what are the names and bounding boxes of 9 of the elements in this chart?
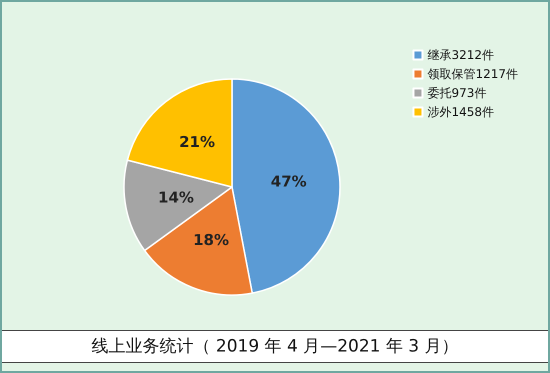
legend-label: 继承3212件 (427, 48, 494, 62)
text: 线上业务统计（ 2019 年 4 月—2021 年 3 月） (92, 336, 458, 356)
data-label: 21% (179, 132, 216, 151)
legend-label: 领取保管1217件 (427, 67, 518, 81)
legend-label: 委托973件 (427, 86, 486, 100)
data-label: 18% (193, 230, 229, 249)
data-label: 14% (158, 188, 194, 207)
legend-label: 涉外1458件 (427, 105, 494, 119)
data-label: 47% (270, 172, 307, 191)
